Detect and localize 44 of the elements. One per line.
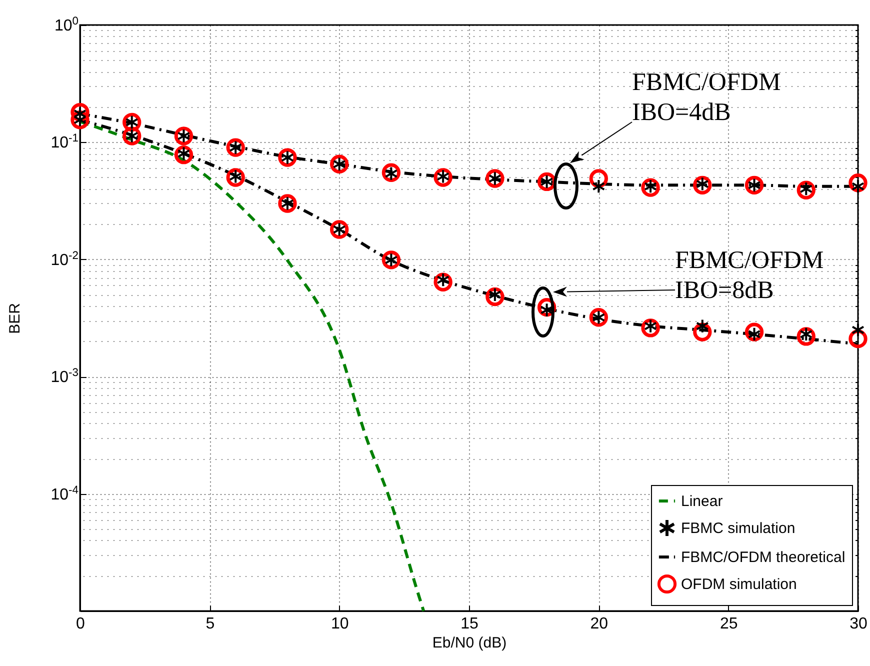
point xyxy=(174,146,194,164)
point xyxy=(278,194,297,213)
legend-label: FBMC simulation xyxy=(681,520,796,537)
line-series xyxy=(78,120,426,612)
point xyxy=(122,112,142,132)
point xyxy=(382,163,401,182)
x-tick-label: 25 xyxy=(720,616,738,632)
point xyxy=(486,287,504,306)
annotation: FBMC/OFDM IBO=8dB xyxy=(675,247,824,304)
point xyxy=(796,180,816,200)
point xyxy=(592,179,606,194)
legend-label: FBMC/OFDM theoretical xyxy=(681,549,846,566)
legend-label: Linear xyxy=(681,493,723,510)
point xyxy=(641,318,660,338)
x-tick-label: 30 xyxy=(850,616,868,632)
x-tick-label: 10 xyxy=(330,616,349,632)
point xyxy=(330,154,349,174)
point xyxy=(382,250,401,270)
y-tick-label: 10$^{-1}$ xyxy=(50,132,78,152)
y-tick-label: 10$^{-4}$ xyxy=(50,484,78,504)
point xyxy=(641,178,660,197)
x-tick-label: 20 xyxy=(590,616,608,632)
point xyxy=(486,169,504,188)
point xyxy=(226,138,245,157)
point xyxy=(589,308,608,327)
x-axis-title: Eb/N0 (dB) xyxy=(432,634,507,652)
y-tick-label: 10$^{-2}$ xyxy=(50,250,78,269)
x-tick-label: 5 xyxy=(206,616,215,632)
y-tick-label: 10$^{-3}$ xyxy=(50,367,78,386)
point xyxy=(744,176,764,194)
point xyxy=(122,126,142,146)
x-tick-label: 0 xyxy=(76,616,86,632)
point xyxy=(693,176,712,194)
legend-label: OFDM simulation xyxy=(681,576,797,593)
annotation: FBMC/OFDM IBO=4dB xyxy=(632,69,781,126)
point xyxy=(278,148,297,167)
point xyxy=(226,168,245,187)
x-tick-label: 15 xyxy=(460,616,478,632)
point xyxy=(852,322,864,338)
y-tick-label: 10$^{0}$ xyxy=(54,16,78,34)
y-axis-title: BER xyxy=(6,302,24,334)
point xyxy=(174,126,194,146)
point xyxy=(434,168,452,187)
point xyxy=(330,220,349,239)
